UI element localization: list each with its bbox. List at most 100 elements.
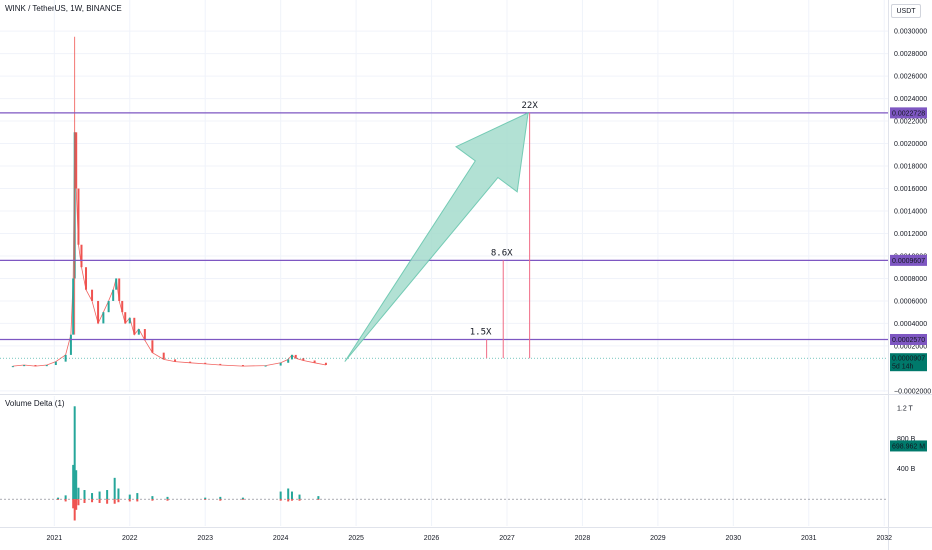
x-tick-label: 2026	[424, 535, 440, 542]
price-candle	[313, 360, 316, 363]
x-tick-label: 2032	[876, 535, 892, 542]
y-tick-label: 0.0030000	[894, 29, 927, 36]
y-tick-label: 0.0024000	[894, 96, 927, 103]
volume-bar-up	[57, 497, 60, 500]
price-candle	[264, 365, 267, 367]
volume-bar-up	[77, 487, 80, 500]
price-candle	[80, 244, 83, 268]
price-candle	[23, 365, 26, 367]
volume-bar-down	[298, 499, 301, 501]
volume-bar-down	[91, 499, 94, 503]
price-candle	[174, 359, 177, 362]
symbol-title: WINK / TetherUS, 1W, BINANCE	[5, 4, 122, 13]
volume-bar-down	[64, 499, 67, 502]
price-candle	[45, 365, 48, 367]
volume-bar-down	[279, 499, 282, 501]
volume-bar-up	[317, 496, 320, 500]
price-candle	[75, 132, 78, 189]
price-candle	[162, 352, 165, 360]
volume-bar-down	[83, 499, 86, 503]
time-axis: 2021 2022 2023 2024 2025 2026 2027 2028 2029 2030…	[47, 535, 893, 542]
price-candle	[189, 361, 192, 363]
volume-bar-up	[128, 494, 131, 500]
multiplier-label: 8.6X	[491, 248, 513, 258]
price-line	[12, 132, 326, 367]
volume-bar-down	[166, 499, 169, 501]
x-tick-label: 2022	[122, 535, 138, 542]
countdown-label: 5d 14h	[892, 364, 914, 371]
y-tick-label: 0.0012000	[894, 231, 927, 238]
level-price-tag	[890, 333, 927, 345]
price-candle	[137, 329, 140, 335]
price-candle	[72, 278, 75, 335]
price-candle	[219, 363, 222, 366]
y-tick-label: 0.0006000	[894, 298, 927, 305]
projection-arrow	[344, 112, 529, 362]
volume-bar-up	[151, 496, 154, 500]
volume-bar-up	[219, 496, 222, 500]
volume-bar-down	[287, 499, 290, 502]
volume-bar-down	[317, 499, 320, 500]
price-candle	[279, 362, 282, 366]
price-candle	[69, 334, 72, 355]
volume-bar-up	[83, 490, 86, 500]
volume-bar-up	[298, 494, 301, 500]
volume-bar-down	[204, 499, 207, 500]
price-candle	[294, 354, 297, 359]
price-candle	[11, 366, 14, 368]
volume-bar-up	[287, 488, 290, 500]
y-tick-label: 0.0020000	[894, 141, 927, 148]
price-candle	[121, 300, 124, 313]
y-tick-label: 0.0002000	[894, 343, 927, 350]
level-price-label: 0.0009607	[892, 258, 925, 265]
x-tick-label: 2021	[47, 535, 63, 542]
price-candle	[241, 365, 244, 367]
price-candle	[97, 300, 100, 324]
price-candle	[143, 329, 146, 341]
volume-bar-up	[64, 495, 67, 500]
price-candle	[124, 312, 127, 324]
y-tick-label: 0.0016000	[894, 186, 927, 193]
price-candle	[290, 354, 293, 360]
volume-bar-up	[113, 477, 116, 500]
y-tick-label: 0.0014000	[894, 209, 927, 216]
price-candle	[64, 354, 67, 362]
volume-plot	[0, 406, 888, 521]
currency-button[interactable]: USDT	[891, 4, 921, 18]
last-price-tag	[890, 353, 927, 372]
x-tick-label: 2029	[650, 535, 666, 542]
multiplier-label: 1.5X	[470, 327, 492, 337]
level-price-label: 0.0002570	[892, 337, 925, 344]
level-price-label: 0.0022728	[892, 110, 925, 117]
volume-bar-up	[279, 491, 282, 500]
volume-bar-down	[57, 499, 60, 500]
price-candle	[118, 278, 121, 301]
price-candle	[302, 358, 305, 361]
volume-bar-down	[117, 499, 120, 503]
volume-bar-up	[106, 490, 109, 500]
volume-bar-down	[106, 499, 109, 504]
volume-tick-label: 1.2 T	[897, 405, 914, 412]
volume-bar-up	[166, 496, 169, 500]
volume-bar-up	[75, 470, 78, 500]
volume-bar-up	[91, 493, 94, 500]
multiplier-label: 22X	[521, 101, 538, 111]
volume-delta-title[interactable]: Volume Delta (1)	[5, 399, 65, 408]
volume-last-tag	[890, 440, 927, 452]
y-tick-label: 0.0026000	[894, 74, 927, 81]
volume-bar-up	[290, 491, 293, 500]
x-tick-label: 2023	[197, 535, 213, 542]
x-tick-label: 2031	[801, 535, 817, 542]
volume-bar-down	[98, 499, 101, 503]
volume-bar-down	[72, 499, 75, 509]
price-candle	[54, 361, 57, 366]
volume-bar-down	[113, 499, 116, 504]
volume-bar-up	[136, 493, 139, 500]
price-candle	[324, 362, 327, 366]
price-candle	[85, 267, 88, 290]
price-candle	[112, 289, 115, 301]
y-tick-label: −0.0002000	[894, 388, 931, 395]
volume-tick-label: 400 B	[897, 466, 916, 473]
